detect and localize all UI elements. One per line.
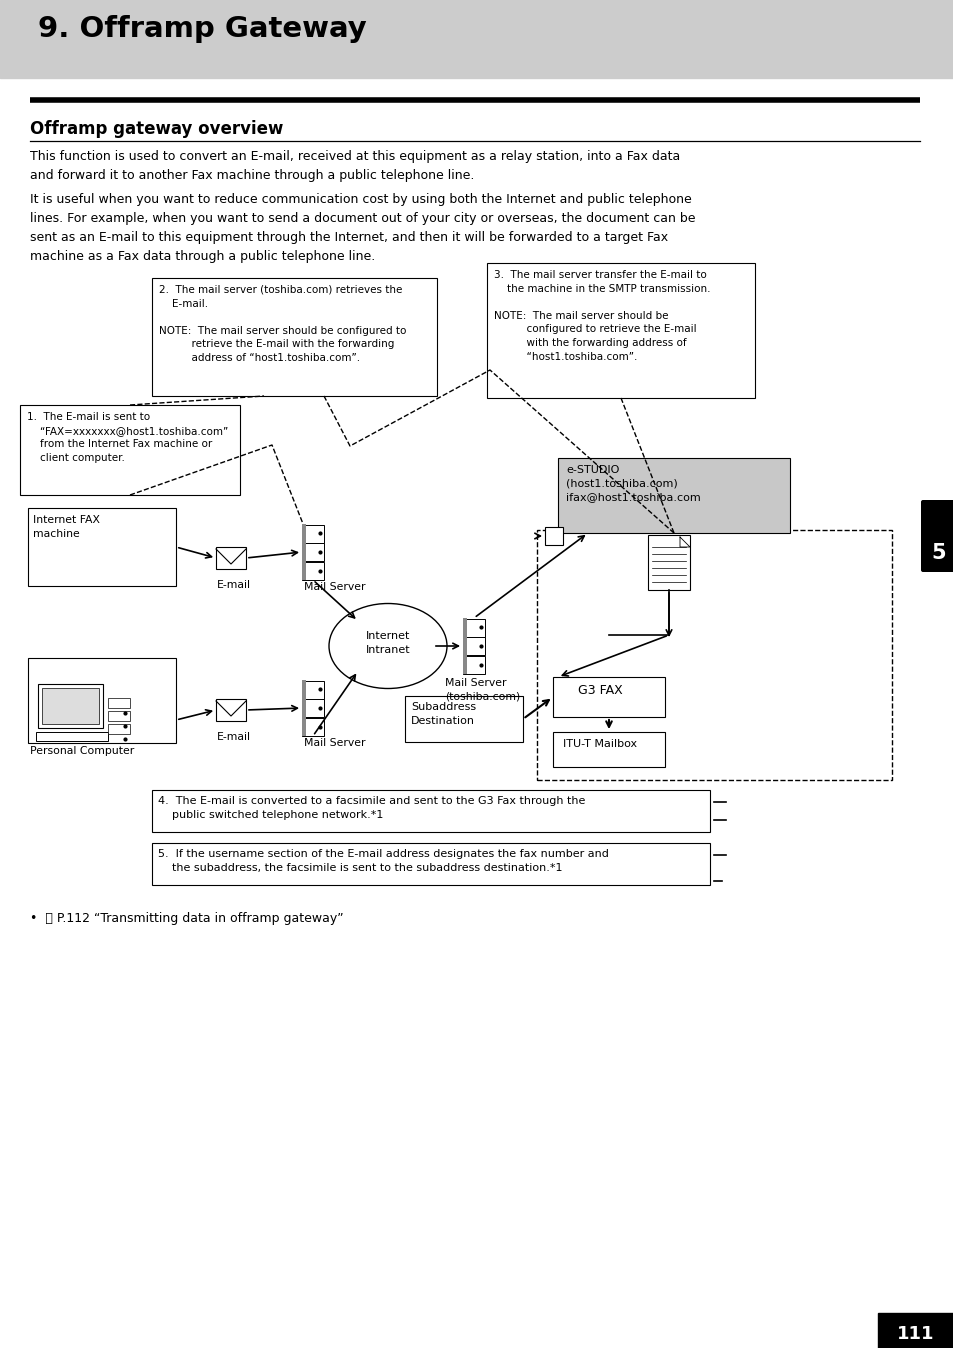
- Text: 5: 5: [931, 543, 945, 563]
- Bar: [152, 842, 709, 886]
- Text: 4.  The E-mail is converted to a facsimile and sent to the G3 Fax through the
  : 4. The E-mail is converted to a facsimil…: [158, 797, 585, 820]
- Bar: [553, 732, 664, 767]
- Bar: [28, 508, 175, 586]
- Bar: [302, 524, 306, 580]
- Bar: [302, 681, 324, 698]
- Text: Mail Server
(toshiba.com): Mail Server (toshiba.com): [444, 678, 519, 701]
- Text: Internet
Intranet: Internet Intranet: [365, 631, 410, 655]
- Text: Mail Server: Mail Server: [304, 737, 365, 748]
- Bar: [152, 278, 436, 396]
- Bar: [302, 700, 324, 717]
- Text: 5.  If the username section of the E-mail address designates the fax number and
: 5. If the username section of the E-mail…: [158, 849, 608, 874]
- Bar: [108, 710, 130, 721]
- Bar: [302, 679, 306, 736]
- Text: G3 FAX: G3 FAX: [578, 683, 622, 697]
- Bar: [20, 404, 240, 495]
- Text: It is useful when you want to reduce communication cost by using both the Intern: It is useful when you want to reduce com…: [30, 193, 695, 263]
- Text: Subaddress
Destination: Subaddress Destination: [411, 702, 476, 725]
- Bar: [537, 530, 891, 780]
- Bar: [108, 698, 130, 708]
- Bar: [302, 562, 324, 580]
- Bar: [462, 619, 484, 636]
- Bar: [405, 696, 522, 741]
- Text: 2.  The mail server (toshiba.com) retrieves the
    E-mail.

NOTE:  The mail ser: 2. The mail server (toshiba.com) retriev…: [159, 284, 406, 363]
- FancyBboxPatch shape: [920, 500, 953, 572]
- Text: 9. Offramp Gateway: 9. Offramp Gateway: [38, 15, 366, 43]
- Bar: [462, 656, 484, 674]
- Bar: [558, 458, 789, 532]
- Bar: [877, 1313, 953, 1348]
- Bar: [302, 543, 324, 561]
- Bar: [215, 700, 246, 721]
- Text: ITU-T Mailbox: ITU-T Mailbox: [562, 739, 637, 749]
- Bar: [42, 687, 99, 724]
- Text: Personal Computer: Personal Computer: [30, 745, 134, 756]
- Bar: [462, 617, 467, 674]
- Text: e-STUDIO
(host1.toshiba.com)
ifax@host1.toshiba.com: e-STUDIO (host1.toshiba.com) ifax@host1.…: [565, 465, 700, 503]
- Text: This function is used to convert an E-mail, received at this equipment as a rela: This function is used to convert an E-ma…: [30, 150, 679, 182]
- Ellipse shape: [329, 604, 447, 689]
- Bar: [215, 547, 246, 569]
- Bar: [302, 718, 324, 736]
- Bar: [544, 527, 562, 545]
- Bar: [152, 790, 709, 832]
- Bar: [462, 638, 484, 655]
- Bar: [486, 263, 754, 398]
- Bar: [108, 724, 130, 735]
- Text: •  ⌹ P.112 “Transmitting data in offramp gateway”: • ⌹ P.112 “Transmitting data in offramp …: [30, 913, 343, 925]
- Text: Mail Server: Mail Server: [304, 582, 365, 592]
- Bar: [28, 658, 175, 743]
- Bar: [647, 535, 689, 590]
- Text: E-mail: E-mail: [216, 580, 251, 590]
- Bar: [36, 732, 108, 741]
- Text: E-mail: E-mail: [216, 732, 251, 741]
- Text: 1.  The E-mail is sent to
    “FAX=xxxxxxx@host1.toshiba.com”
    from the Inter: 1. The E-mail is sent to “FAX=xxxxxxx@ho…: [27, 412, 228, 462]
- Bar: [38, 683, 103, 728]
- Text: 111: 111: [897, 1325, 934, 1343]
- Text: 3.  The mail server transfer the E-mail to
    the machine in the SMTP transmiss: 3. The mail server transfer the E-mail t…: [494, 270, 710, 361]
- Bar: [302, 524, 324, 543]
- Bar: [0, 0, 953, 78]
- Text: Offramp gateway overview: Offramp gateway overview: [30, 120, 283, 137]
- Bar: [553, 677, 664, 717]
- Text: Internet FAX
machine: Internet FAX machine: [33, 515, 100, 539]
